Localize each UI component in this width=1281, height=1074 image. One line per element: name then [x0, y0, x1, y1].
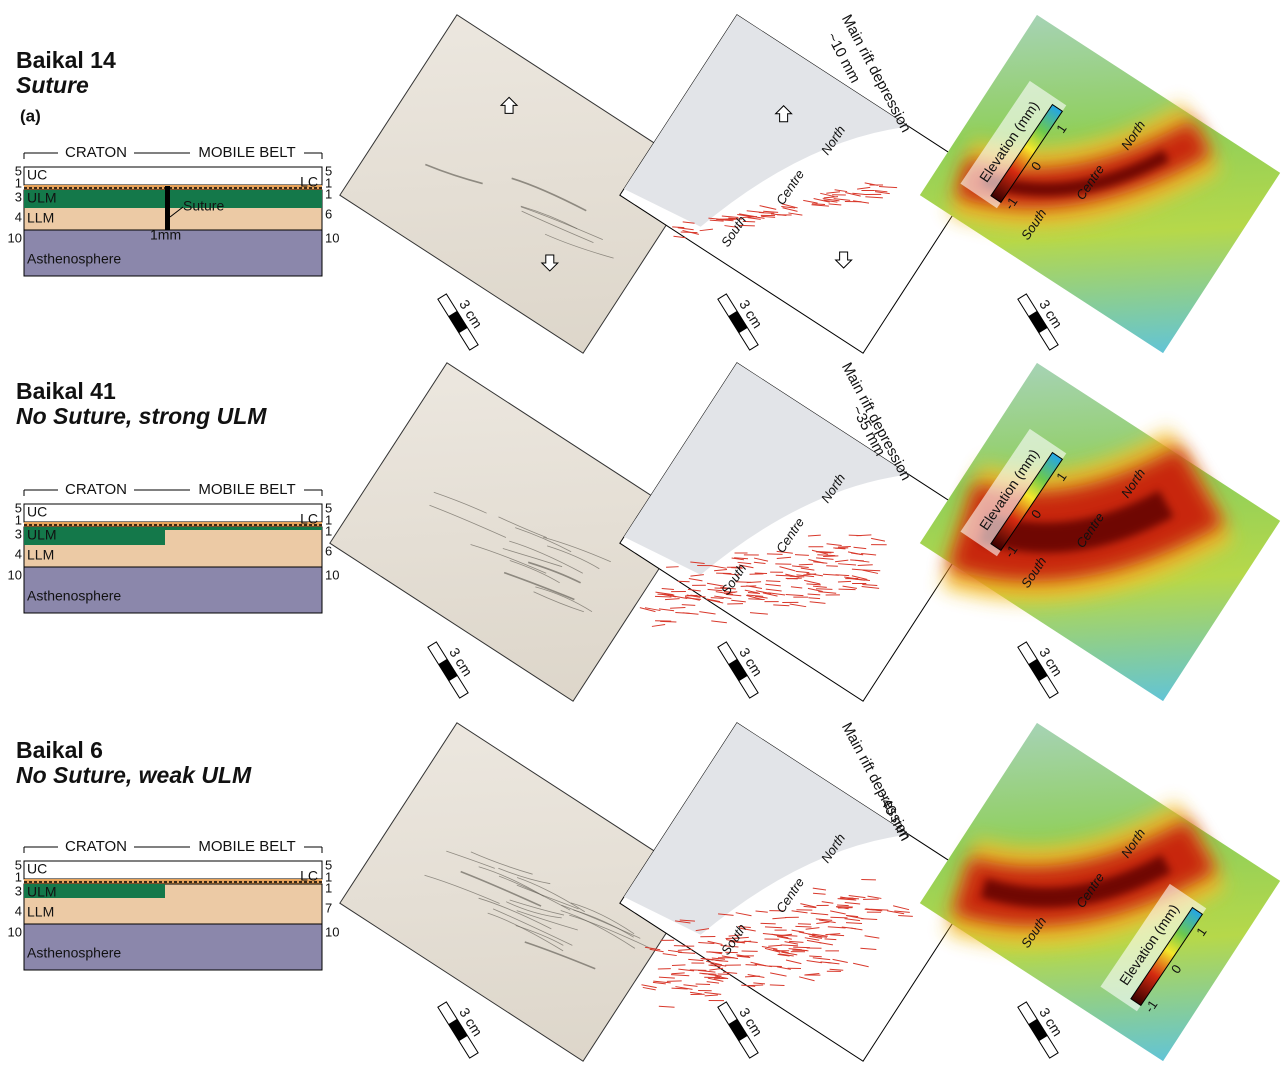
layer-label: Asthenosphere: [27, 588, 121, 604]
fault: [696, 978, 710, 991]
craton-label: CRATON: [65, 481, 127, 498]
fault: [659, 1000, 675, 1014]
left-thickness: 10: [8, 567, 22, 582]
row-subtitle: Suture: [16, 72, 89, 98]
craton-label: CRATON: [65, 144, 127, 161]
layer-label: LC: [300, 511, 318, 527]
left-thickness: 1: [15, 869, 22, 884]
scale-bar: 3 cm: [718, 992, 774, 1058]
panel-label: (a): [20, 106, 41, 125]
right-thickness: 10: [325, 567, 339, 582]
layer-label: LC: [300, 868, 318, 884]
fault: [698, 985, 712, 997]
fault: [690, 963, 707, 978]
scale-bar: 3 cm: [1018, 992, 1074, 1058]
row-subtitle: No Suture, weak ULM: [16, 762, 252, 788]
fault: [711, 615, 727, 629]
layer-label: LLM: [27, 210, 54, 226]
right-thickness: 10: [325, 230, 339, 245]
left-thickness: 3: [15, 883, 22, 898]
mobile-belt-label: MOBILE BELT: [198, 481, 295, 498]
fault: [655, 589, 671, 604]
ulm-layer: [24, 190, 322, 208]
lc-layer: [24, 879, 322, 884]
fault: [699, 606, 715, 620]
scale-bar: 3 cm: [718, 632, 774, 698]
layer-label: LLM: [27, 904, 54, 920]
layer-label: LLM: [27, 547, 54, 563]
right-thickness: 1: [325, 523, 332, 538]
suture: [165, 186, 170, 230]
row-title: Baikal 14: [16, 47, 116, 73]
layer-label: UC: [27, 861, 47, 877]
scale-bar: 3 cm: [1018, 632, 1074, 698]
row-subtitle: No Suture, strong ULM: [16, 403, 267, 429]
lc-layer: [24, 185, 322, 190]
figure: (a)(b)(c)(d)Baikal 14SutureCRATONMOBILE …: [0, 0, 1281, 1074]
scale-bar: 3 cm: [718, 284, 774, 350]
scale-bar: 3 cm: [438, 284, 494, 350]
scale-bar: 3 cm: [1018, 284, 1074, 350]
craton-label: CRATON: [65, 838, 127, 855]
cross-section: CRATON MOBILE BELT UC LC ULM LLM Asthenosphere…: [8, 481, 340, 613]
fault: [683, 980, 697, 992]
row-title: Baikal 6: [16, 737, 103, 763]
fault: [682, 599, 695, 611]
elevation-panel: [920, 723, 1280, 1061]
uc-layer: [24, 167, 322, 185]
layer-label: ULM: [27, 884, 57, 900]
left-thickness: 3: [15, 189, 22, 204]
scale-bar: 3 cm: [438, 992, 494, 1058]
left-thickness: 4: [15, 209, 22, 224]
left-thickness: 1: [15, 175, 22, 190]
scale-bar: 3 cm: [428, 632, 484, 698]
right-thickness: 6: [325, 206, 332, 221]
fault: [642, 980, 657, 993]
fault: [658, 963, 671, 975]
cross-section: CRATON MOBILE BELT UC LC ULM LLM Asthenosphere…: [8, 838, 340, 970]
left-thickness: 10: [8, 924, 22, 939]
uc-layer: [24, 861, 322, 879]
right-thickness: 10: [325, 924, 339, 939]
left-thickness: 4: [15, 546, 22, 561]
cross-section: CRATON MOBILE BELT UC LC ULM LLM Asthenosphere…: [8, 144, 340, 276]
suture-label: Suture: [183, 198, 224, 214]
left-thickness: 4: [15, 903, 22, 918]
row-title: Baikal 41: [16, 378, 116, 404]
fault: [655, 586, 672, 601]
suture-width: 1mm: [150, 227, 181, 243]
layer-label: Asthenosphere: [27, 945, 121, 961]
right-thickness: 6: [325, 543, 332, 558]
layer-label: ULM: [27, 527, 57, 543]
layer-label: Asthenosphere: [27, 251, 121, 267]
right-thickness: 1: [325, 880, 332, 895]
right-thickness: 7: [325, 900, 332, 915]
right-thickness: 1: [325, 186, 332, 201]
layer-label: ULM: [27, 190, 57, 206]
ulm-thin: [165, 527, 322, 530]
fault: [691, 988, 705, 1001]
layer-label: UC: [27, 167, 47, 183]
left-thickness: 1: [15, 512, 22, 527]
uc-layer: [24, 504, 322, 522]
left-thickness: 3: [15, 526, 22, 541]
mobile-belt-label: MOBILE BELT: [198, 144, 295, 161]
fault: [705, 986, 722, 1000]
left-thickness: 10: [8, 230, 22, 245]
layer-label: LC: [300, 174, 318, 190]
mobile-belt-label: MOBILE BELT: [198, 838, 295, 855]
fault: [659, 603, 674, 616]
layer-label: UC: [27, 504, 47, 520]
fault: [660, 614, 676, 629]
lc-layer: [24, 522, 322, 527]
fault: [667, 974, 682, 988]
